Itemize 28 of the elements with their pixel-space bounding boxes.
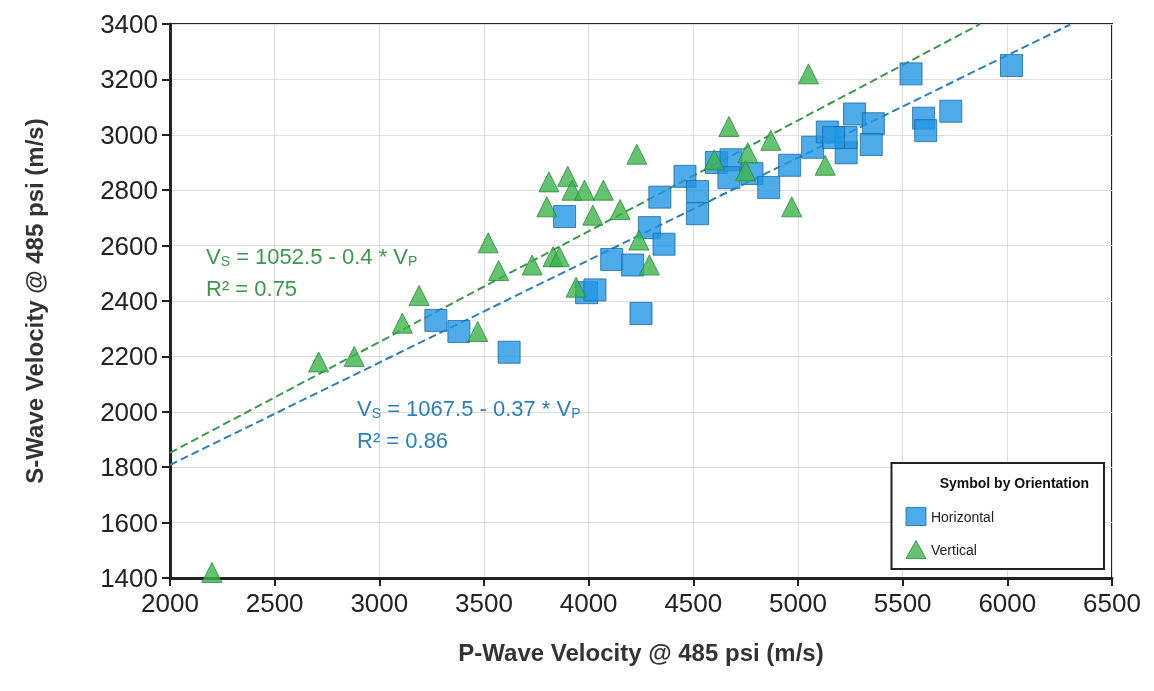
x-axis-title: P-Wave Velocity @ 485 psi (m/s)	[458, 638, 824, 666]
x-tick-label: 4000	[559, 588, 618, 618]
y-axis-title: S-Wave Velocity @ 485 psi (m/s)	[20, 118, 48, 484]
y-tick-label: 2600	[100, 230, 158, 261]
legend-label: Horizontal	[930, 508, 994, 525]
x-tick-label: 6000	[978, 588, 1037, 618]
y-tick-label: 2800	[100, 175, 158, 206]
annotation: R² = 0.86	[357, 427, 449, 455]
y-tick-label: 2000	[100, 396, 158, 427]
x-tick-label: 3500	[455, 588, 513, 618]
annotation: R² = 0.75	[206, 275, 298, 303]
annotation: V$_{S}$ = 1067.5 - 0.37 * V$_{P}$	[357, 395, 581, 423]
y-tick-label: 2400	[100, 286, 158, 316]
x-tick-label: 5000	[769, 588, 827, 618]
x-tick-label: 3000	[350, 588, 409, 618]
x-tick-label: 6500	[1083, 588, 1141, 618]
y-tick-label: 1600	[100, 507, 158, 538]
y-tick-label: 1800	[100, 452, 158, 483]
y-tick-label: 3400	[100, 9, 158, 39]
y-tick-label: 2200	[100, 341, 158, 372]
annotation: V$_{S}$ = 1052.5 - 0.4 * V$_{P}$	[206, 243, 418, 271]
y-tick-label: 3200	[100, 64, 158, 95]
x-tick-label: 5500	[873, 588, 932, 618]
y-tick-label: 3000	[100, 119, 158, 150]
legend-title: Symbol by Orientation	[939, 475, 1090, 491]
x-tick-label: 2500	[245, 588, 304, 618]
x-tick-label: 4500	[664, 588, 723, 618]
legend-label: Vertical	[930, 541, 977, 558]
